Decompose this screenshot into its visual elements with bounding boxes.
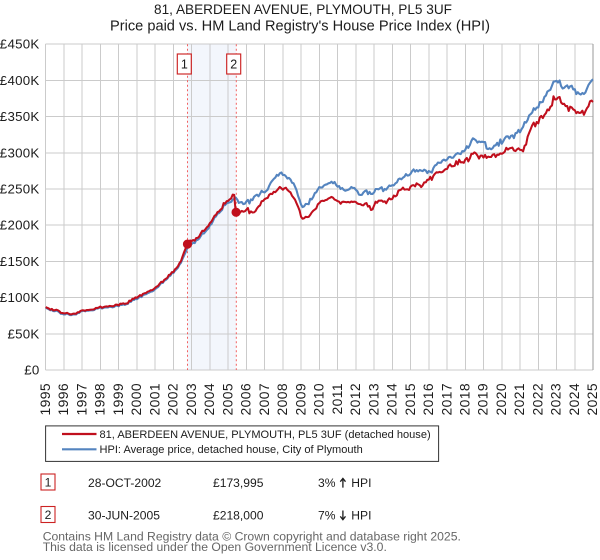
svg-text:£450K: £450K <box>0 37 40 52</box>
svg-text:£218,000: £218,000 <box>213 509 264 523</box>
svg-text:1998: 1998 <box>92 383 108 416</box>
svg-text:30-JUN-2005: 30-JUN-2005 <box>88 509 160 523</box>
svg-text:£173,995: £173,995 <box>213 476 264 490</box>
svg-text:£400K: £400K <box>0 73 40 88</box>
svg-text:2007: 2007 <box>256 383 272 416</box>
svg-text:1: 1 <box>45 475 52 489</box>
svg-text:£200K: £200K <box>0 218 40 233</box>
svg-text:2009: 2009 <box>292 383 308 416</box>
svg-text:2003: 2003 <box>183 383 199 416</box>
svg-text:This data is licensed under th: This data is licensed under the Open Gov… <box>43 540 387 554</box>
svg-text:HPI: HPI <box>351 476 371 490</box>
svg-text:2020: 2020 <box>493 383 509 416</box>
svg-text:2019: 2019 <box>475 383 491 416</box>
svg-text:2016: 2016 <box>420 383 436 416</box>
svg-text:2017: 2017 <box>438 383 454 416</box>
svg-text:2: 2 <box>45 508 52 522</box>
svg-text:2002: 2002 <box>165 383 181 416</box>
svg-text:3%: 3% <box>318 476 336 490</box>
svg-text:1996: 1996 <box>55 383 71 416</box>
svg-text:£350K: £350K <box>0 109 40 124</box>
svg-text:2: 2 <box>230 58 237 72</box>
svg-text:2005: 2005 <box>219 383 235 416</box>
svg-text:81, ABERDEEN AVENUE, PLYMOUTH,: 81, ABERDEEN AVENUE, PLYMOUTH, PL5 3UF (… <box>100 429 431 441</box>
svg-text:2012: 2012 <box>347 383 363 416</box>
svg-text:2018: 2018 <box>457 383 473 416</box>
svg-text:2022: 2022 <box>530 383 546 416</box>
svg-text:28-OCT-2002: 28-OCT-2002 <box>88 476 162 490</box>
svg-text:£100K: £100K <box>0 290 40 305</box>
svg-text:1999: 1999 <box>110 383 126 416</box>
svg-text:1997: 1997 <box>73 383 89 416</box>
svg-text:Price paid vs. HM Land Registr: Price paid vs. HM Land Registry's House … <box>110 19 490 35</box>
svg-text:2008: 2008 <box>274 383 290 416</box>
svg-text:2013: 2013 <box>365 383 381 416</box>
svg-text:2025: 2025 <box>584 383 600 416</box>
svg-text:2015: 2015 <box>402 383 418 416</box>
svg-text:2006: 2006 <box>238 383 254 416</box>
svg-text:Contains HM Land Registry data: Contains HM Land Registry data © Crown c… <box>43 529 461 543</box>
svg-text:2023: 2023 <box>548 383 564 416</box>
svg-text:2024: 2024 <box>566 383 582 416</box>
svg-text:1: 1 <box>181 58 188 72</box>
svg-text:81, ABERDEEN AVENUE, PLYMOUTH,: 81, ABERDEEN AVENUE, PLYMOUTH, PL5 3UF <box>154 2 452 17</box>
svg-text:£0: £0 <box>24 363 39 378</box>
svg-text:HPI: Average price, detached h: HPI: Average price, detached house, City… <box>100 444 363 456</box>
svg-text:2004: 2004 <box>201 383 217 416</box>
svg-text:£250K: £250K <box>0 182 40 197</box>
svg-text:2021: 2021 <box>511 383 527 416</box>
svg-text:£150K: £150K <box>0 254 40 269</box>
svg-text:£50K: £50K <box>7 326 39 341</box>
svg-text:7%: 7% <box>318 509 336 523</box>
svg-text:2014: 2014 <box>384 383 400 416</box>
svg-text:1995: 1995 <box>37 383 53 416</box>
svg-text:HPI: HPI <box>351 509 371 523</box>
svg-text:2001: 2001 <box>146 383 162 416</box>
svg-text:£300K: £300K <box>0 145 40 160</box>
svg-text:2011: 2011 <box>329 383 345 414</box>
svg-text:2000: 2000 <box>128 383 144 416</box>
svg-text:2010: 2010 <box>311 383 327 416</box>
